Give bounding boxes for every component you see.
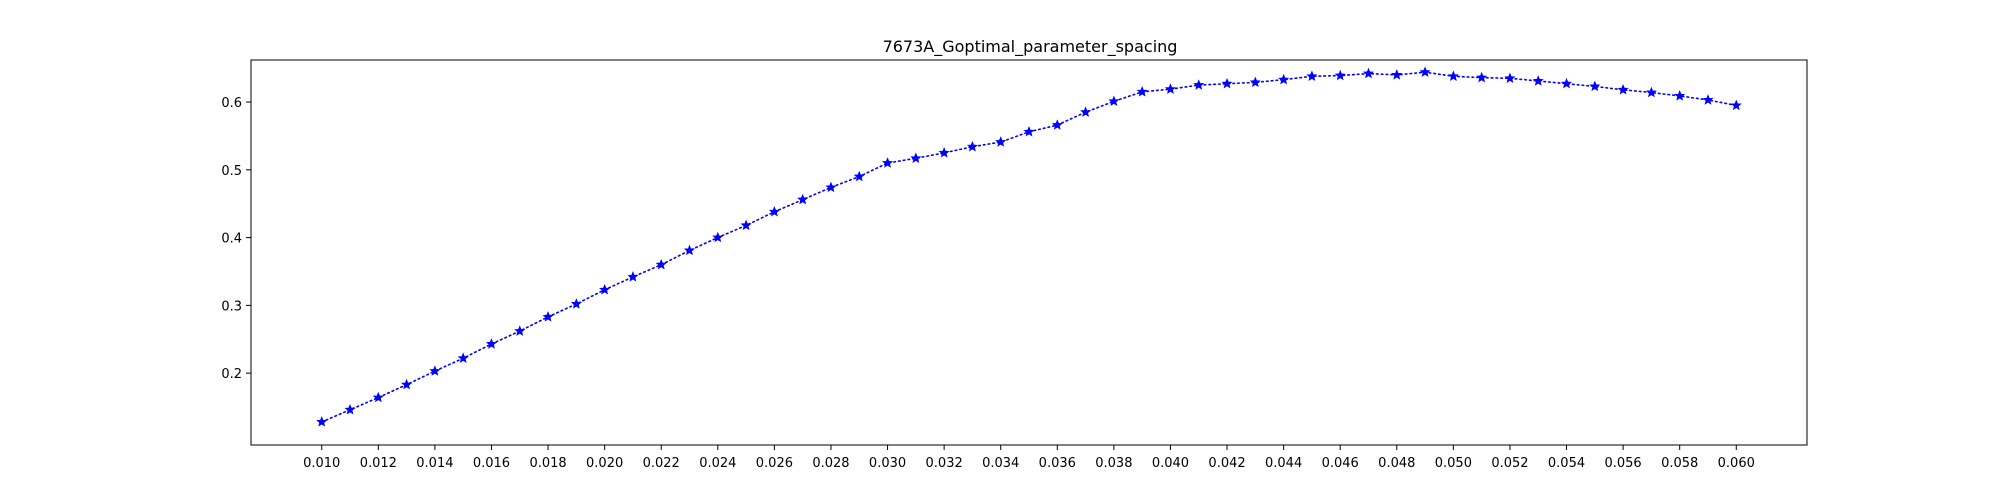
x-tick-label: 0.056 bbox=[1604, 456, 1641, 471]
data-point-marker bbox=[1136, 86, 1148, 97]
x-tick-label: 0.018 bbox=[529, 456, 566, 471]
plot-area-frame bbox=[250, 59, 1808, 446]
x-tick-label: 0.022 bbox=[643, 456, 680, 471]
data-point-marker bbox=[1674, 90, 1686, 101]
x-tick-label: 0.038 bbox=[1095, 456, 1132, 471]
x-tick-label: 0.060 bbox=[1718, 456, 1755, 471]
data-point-marker bbox=[1164, 83, 1176, 94]
data-point-marker bbox=[768, 206, 780, 217]
data-point-marker bbox=[1249, 76, 1261, 88]
data-point-marker bbox=[1108, 95, 1120, 107]
data-point-marker bbox=[853, 170, 865, 182]
x-tick-label: 0.036 bbox=[1039, 456, 1076, 471]
y-tick-label: 0.4 bbox=[221, 232, 242, 247]
y-axis: 0.2 0.3 0.4 0.5 0.6 bbox=[221, 96, 251, 382]
x-tick-label: 0.034 bbox=[982, 456, 1019, 471]
data-point-marker bbox=[1561, 77, 1573, 89]
data-point-marker bbox=[1419, 66, 1431, 77]
data-point-marker bbox=[401, 378, 413, 390]
data-point-marker bbox=[910, 152, 922, 163]
x-tick-label: 0.042 bbox=[1208, 456, 1245, 471]
data-point-marker bbox=[683, 244, 696, 256]
x-axis: 0.010 0.012 0.014 0.016 0.018 0.020 0.022 0.024… bbox=[303, 445, 1755, 471]
data-point-marker bbox=[655, 258, 667, 270]
data-point-marker bbox=[1730, 99, 1742, 111]
x-tick-label: 0.054 bbox=[1548, 456, 1585, 471]
data-point-marker bbox=[1023, 126, 1035, 137]
data-point-marker bbox=[1334, 69, 1346, 81]
x-tick-label: 0.052 bbox=[1491, 456, 1528, 471]
data-point-marker bbox=[1051, 119, 1063, 130]
series-line bbox=[320, 71, 1738, 423]
data-point-marker bbox=[1702, 94, 1714, 105]
data-point-marker bbox=[514, 325, 526, 336]
y-tick-label: 0.6 bbox=[221, 96, 242, 111]
series-layer bbox=[316, 66, 1742, 427]
data-point-marker bbox=[1645, 86, 1657, 98]
x-tick-label: 0.046 bbox=[1322, 456, 1359, 471]
x-tick-label: 0.058 bbox=[1661, 456, 1698, 471]
x-tick-label: 0.040 bbox=[1152, 456, 1189, 471]
x-tick-label: 0.024 bbox=[699, 456, 736, 471]
data-point-marker bbox=[1532, 75, 1544, 86]
data-point-marker bbox=[570, 298, 582, 309]
x-tick-label: 0.044 bbox=[1265, 456, 1302, 471]
data-point-marker bbox=[712, 231, 724, 243]
x-tick-label: 0.030 bbox=[869, 456, 906, 471]
data-point-marker bbox=[740, 219, 752, 231]
data-point-marker bbox=[1476, 71, 1488, 83]
x-tick-label: 0.016 bbox=[473, 456, 510, 471]
data-point-marker bbox=[344, 403, 356, 415]
data-point-marker bbox=[882, 157, 894, 168]
x-tick-label: 0.026 bbox=[756, 456, 793, 471]
data-point-marker bbox=[485, 338, 497, 349]
data-point-marker bbox=[825, 181, 837, 193]
y-tick-label: 0.2 bbox=[221, 367, 242, 382]
data-point-marker bbox=[995, 136, 1007, 147]
data-point-marker bbox=[1221, 77, 1233, 89]
data-point-marker bbox=[1589, 80, 1601, 92]
data-point-marker bbox=[627, 271, 639, 282]
data-point-marker bbox=[1617, 84, 1629, 95]
data-point-marker bbox=[599, 283, 611, 295]
data-point-marker bbox=[1080, 106, 1092, 117]
x-tick-label: 0.028 bbox=[812, 456, 849, 471]
data-point-marker bbox=[938, 147, 950, 158]
data-point-marker bbox=[1278, 73, 1290, 85]
data-point-marker bbox=[316, 416, 328, 427]
x-tick-label: 0.012 bbox=[360, 456, 397, 471]
data-point-marker bbox=[457, 352, 469, 363]
y-tick-label: 0.5 bbox=[221, 164, 242, 179]
chart-title: 7673A_Goptimal_parameter_spacing bbox=[883, 37, 1178, 57]
data-point-marker bbox=[1447, 70, 1459, 81]
data-point-marker bbox=[1504, 72, 1516, 84]
data-point-marker bbox=[429, 365, 441, 376]
x-tick-label: 0.048 bbox=[1378, 456, 1415, 471]
data-point-marker bbox=[1362, 67, 1375, 79]
x-tick-label: 0.032 bbox=[926, 456, 963, 471]
x-tick-label: 0.050 bbox=[1435, 456, 1472, 471]
x-tick-label: 0.010 bbox=[303, 456, 340, 471]
x-tick-label: 0.020 bbox=[586, 456, 623, 471]
data-point-marker bbox=[1306, 70, 1318, 81]
data-point-marker bbox=[797, 193, 809, 205]
data-point-marker bbox=[966, 140, 978, 152]
data-point-marker bbox=[372, 391, 384, 403]
data-point-marker bbox=[1193, 79, 1205, 90]
data-point-marker bbox=[542, 311, 554, 322]
y-tick-label: 0.3 bbox=[221, 299, 242, 314]
x-tick-label: 0.014 bbox=[416, 456, 453, 471]
data-point-marker bbox=[1391, 69, 1403, 80]
